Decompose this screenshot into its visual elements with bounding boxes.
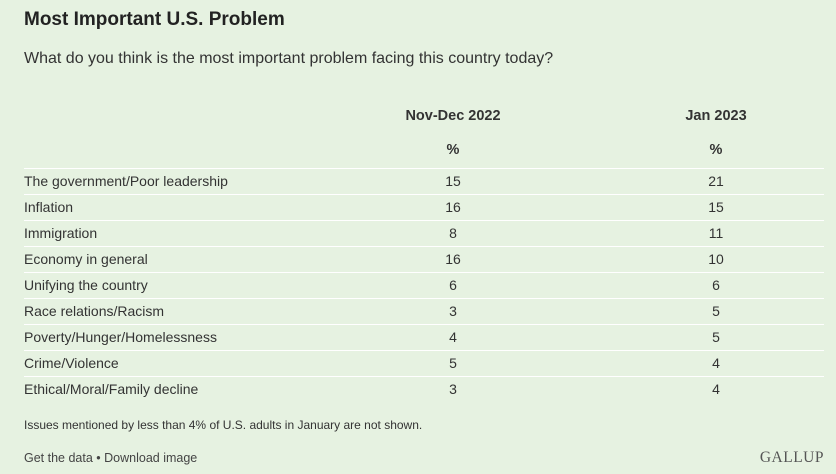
cell-value-nov-dec-2022: 3 <box>449 381 457 397</box>
cell-value-jan-2023: 15 <box>708 199 724 215</box>
chart-subtitle: What do you think is the most important … <box>24 50 554 67</box>
row-label: Inflation <box>24 199 74 215</box>
table-row: Unifying the country 6 6 <box>24 273 824 299</box>
row-label: The government/Poor leadership <box>24 173 228 189</box>
cell-value-nov-dec-2022: 4 <box>449 329 457 345</box>
table-unit-row: % % <box>24 138 824 169</box>
cell-value-jan-2023: 4 <box>712 355 720 371</box>
cell-value-nov-dec-2022: 15 <box>445 173 461 189</box>
row-label: Poverty/Hunger/Homelessness <box>24 329 217 345</box>
data-table: Nov-Dec 2022 Jan 2023 % % The government… <box>24 108 824 402</box>
cell-value-jan-2023: 5 <box>712 303 720 319</box>
cell-value-jan-2023: 10 <box>708 251 724 267</box>
get-data-link[interactable]: Get the data <box>24 451 93 465</box>
table-row: Inflation 16 15 <box>24 195 824 221</box>
chart-title: Most Important U.S. Problem <box>24 9 285 30</box>
table-row: Race relations/Racism 3 5 <box>24 299 824 325</box>
row-label: Crime/Violence <box>24 355 119 371</box>
cell-value-jan-2023: 5 <box>712 329 720 345</box>
column-header-jan-2023: Jan 2023 <box>685 108 747 124</box>
cell-value-jan-2023: 4 <box>712 381 720 397</box>
footer-links: Get the data • Download image <box>24 451 197 465</box>
table-row: Crime/Violence 5 4 <box>24 351 824 377</box>
footnote: Issues mentioned by less than 4% of U.S.… <box>24 418 423 432</box>
cell-value-jan-2023: 6 <box>712 277 720 293</box>
unit-label-col2: % <box>709 142 723 158</box>
cell-value-nov-dec-2022: 3 <box>449 303 457 319</box>
cell-value-nov-dec-2022: 5 <box>449 355 457 371</box>
table-row: Immigration 8 11 <box>24 221 824 247</box>
unit-label-col1: % <box>446 142 460 158</box>
cell-value-nov-dec-2022: 8 <box>449 225 457 241</box>
gallup-logo: GALLUP <box>759 449 824 466</box>
row-label: Unifying the country <box>24 277 148 293</box>
table-body: The government/Poor leadership 15 21 Inflat… <box>24 169 824 402</box>
table-row: The government/Poor leadership 15 21 <box>24 169 824 195</box>
cell-value-nov-dec-2022: 6 <box>449 277 457 293</box>
table-row: Economy in general 16 10 <box>24 247 824 273</box>
row-label: Immigration <box>24 225 98 241</box>
cell-value-jan-2023: 21 <box>708 173 724 189</box>
cell-value-nov-dec-2022: 16 <box>445 199 461 215</box>
cell-value-nov-dec-2022: 16 <box>445 251 461 267</box>
download-image-link[interactable]: Download image <box>104 451 198 465</box>
table-row: Ethical/Moral/Family decline 3 4 <box>24 377 824 402</box>
row-label: Race relations/Racism <box>24 303 165 319</box>
row-label: Economy in general <box>24 251 148 267</box>
column-header-nov-dec-2022: Nov-Dec 2022 <box>405 108 501 124</box>
footer-separator: • <box>92 451 105 465</box>
row-label: Ethical/Moral/Family decline <box>24 381 199 397</box>
table-header-row: Nov-Dec 2022 Jan 2023 <box>24 108 824 138</box>
table-row: Poverty/Hunger/Homelessness 4 5 <box>24 325 824 351</box>
cell-value-jan-2023: 11 <box>708 225 724 241</box>
